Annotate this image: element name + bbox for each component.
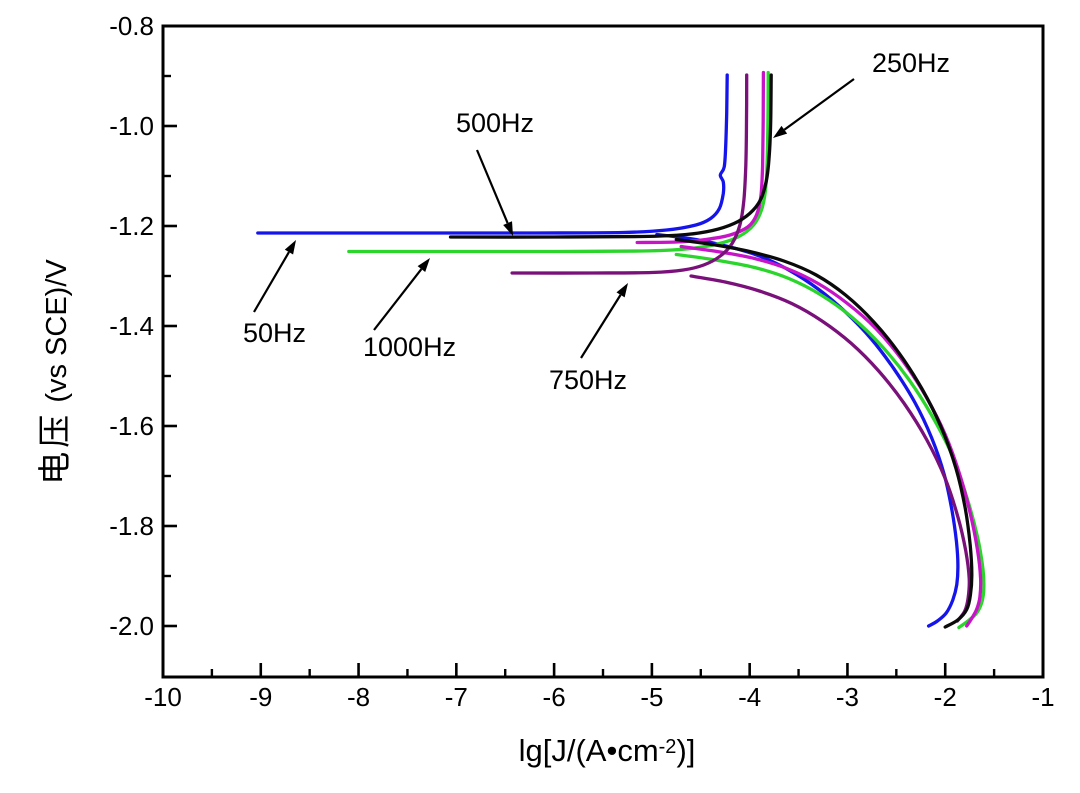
x-tick-label: -4 — [738, 682, 761, 712]
x-tick-label: -3 — [836, 682, 859, 712]
annotation-arrowhead-250hz — [773, 125, 788, 138]
y-tick-label: -1.2 — [109, 211, 154, 241]
y-tick-label: -1.6 — [109, 411, 154, 441]
y-tick-label: -2.0 — [109, 611, 154, 641]
annotation-arrow-250hz — [783, 78, 855, 131]
curve-750hz-anodic — [510, 73, 749, 275]
annotation-arrowhead-500hz — [503, 221, 513, 236]
y-tick-label: -0.8 — [109, 11, 154, 41]
curve-1000hz-cathodic — [674, 252, 986, 630]
x-axis-title: lg[J/(A•cm-2)] — [407, 733, 807, 769]
annotation-label-750hz: 750Hz — [549, 365, 628, 395]
curve-1000hz-anodic — [347, 70, 770, 254]
x-tick-label: -1 — [1031, 682, 1054, 712]
x-axis-title-prefix: lg[J/(A•cm — [518, 733, 659, 768]
curve-750hz-cathodic — [689, 274, 971, 623]
x-tick-label: -9 — [249, 682, 272, 712]
x-tick-label: -6 — [543, 682, 566, 712]
annotation-label-1000hz: 1000Hz — [363, 332, 457, 362]
annotation-arrowhead-750hz — [616, 283, 628, 298]
annotation-label-50hz: 50Hz — [243, 318, 307, 348]
x-tick-label: -2 — [934, 682, 957, 712]
curve-500hz-anodic — [448, 73, 773, 239]
annotation-arrowhead-50hz — [284, 240, 296, 255]
x-tick-label: -10 — [144, 682, 182, 712]
y-axis-title: 电压 (vs SCE)/V — [28, 162, 73, 582]
plot-frame — [161, 24, 1045, 679]
x-tick-label: -8 — [347, 682, 370, 712]
annotation-label-500hz: 500Hz — [456, 108, 535, 138]
annotation-arrowhead-1000hz — [417, 258, 430, 272]
y-axis-title-rest: (vs SCE)/V — [41, 259, 73, 411]
y-tick-label: -1.0 — [109, 111, 154, 141]
x-tick-label: -7 — [445, 682, 468, 712]
curve-500hz-cathodic — [674, 237, 974, 629]
curve-50hz-anodic — [256, 73, 729, 235]
x-tick-label: -5 — [640, 682, 663, 712]
x-axis-title-superscript: -2 — [658, 736, 677, 758]
curve-50hz-cathodic — [655, 232, 960, 628]
annotation-label-250hz: 250Hz — [872, 48, 951, 78]
y-tick-label: -1.4 — [109, 311, 154, 341]
annotation-arrow-750hz — [580, 294, 622, 359]
y-tick-label: -1.8 — [109, 511, 154, 541]
y-axis-title-cjk: 电压 — [36, 410, 73, 485]
x-axis-title-suffix: )] — [676, 733, 696, 768]
curve-250hz-cathodic — [679, 244, 983, 628]
annotation-arrow-1000hz — [373, 268, 423, 331]
annotation-arrow-500hz — [475, 149, 509, 224]
annotation-arrow-50hz — [253, 251, 290, 313]
